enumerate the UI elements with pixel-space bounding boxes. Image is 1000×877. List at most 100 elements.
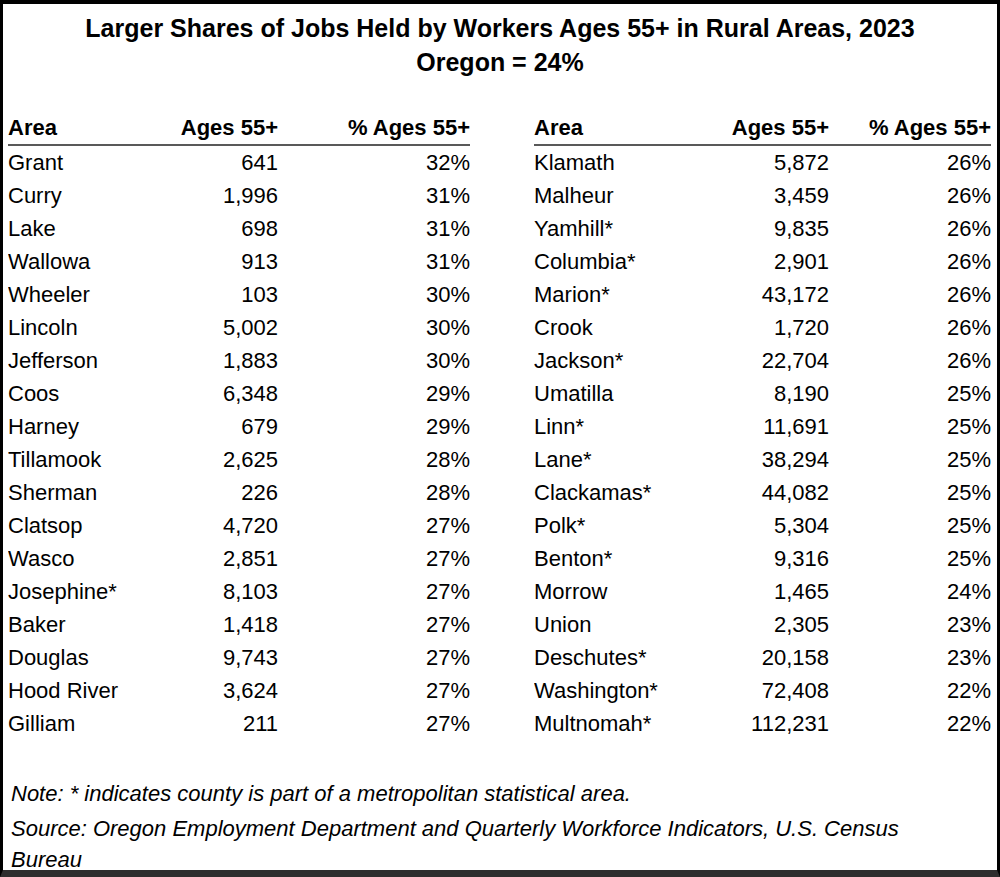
- count-cell: 641: [178, 145, 278, 179]
- table-row: Lane*38,29425%: [534, 443, 991, 476]
- table-row: Jackson*22,70426%: [534, 344, 991, 377]
- area-cell: Wallowa: [8, 245, 178, 278]
- percent-cell: 25%: [829, 542, 991, 575]
- percent-cell: 26%: [829, 179, 991, 212]
- percent-cell: 30%: [278, 278, 470, 311]
- percent-cell: 30%: [278, 344, 470, 377]
- county-table-left: AreaAges 55+% Ages 55+ Grant64132%Curry1…: [8, 115, 470, 740]
- area-cell: Douglas: [8, 641, 178, 674]
- count-cell: 3,624: [178, 674, 278, 707]
- percent-cell: 29%: [278, 410, 470, 443]
- table-row: Clatsop4,72027%: [8, 509, 470, 542]
- table-row: Malheur3,45926%: [534, 179, 991, 212]
- count-cell: 44,082: [704, 476, 829, 509]
- count-cell: 1,996: [178, 179, 278, 212]
- table-row: Lake69831%: [8, 212, 470, 245]
- column-header: Area: [8, 115, 178, 145]
- table-row: Hood River3,62427%: [8, 674, 470, 707]
- figure: Larger Shares of Jobs Held by Workers Ag…: [0, 0, 1000, 877]
- table-row: Lincoln5,00230%: [8, 311, 470, 344]
- column-header: Ages 55+: [704, 115, 829, 145]
- count-cell: 913: [178, 245, 278, 278]
- area-cell: Klamath: [534, 145, 704, 179]
- count-cell: 11,691: [704, 410, 829, 443]
- table-row: Curry1,99631%: [8, 179, 470, 212]
- area-cell: Washington*: [534, 674, 704, 707]
- table-row: Linn*11,69125%: [534, 410, 991, 443]
- count-cell: 72,408: [704, 674, 829, 707]
- area-cell: Tillamook: [8, 443, 178, 476]
- area-cell: Multnomah*: [534, 707, 704, 740]
- area-cell: Jackson*: [534, 344, 704, 377]
- table-row: Wheeler10330%: [8, 278, 470, 311]
- percent-cell: 27%: [278, 608, 470, 641]
- table-row: Washington*72,40822%: [534, 674, 991, 707]
- table-row: Marion*43,17226%: [534, 278, 991, 311]
- area-cell: Crook: [534, 311, 704, 344]
- area-cell: Curry: [8, 179, 178, 212]
- percent-cell: 22%: [829, 674, 991, 707]
- table-row: Tillamook2,62528%: [8, 443, 470, 476]
- percent-cell: 25%: [829, 443, 991, 476]
- percent-cell: 27%: [278, 674, 470, 707]
- table-header-right: AreaAges 55+% Ages 55+: [534, 115, 991, 145]
- table-row: Wasco2,85127%: [8, 542, 470, 575]
- table-row: Jefferson1,88330%: [8, 344, 470, 377]
- count-cell: 6,348: [178, 377, 278, 410]
- table-row: Morrow1,46524%: [534, 575, 991, 608]
- percent-cell: 25%: [829, 476, 991, 509]
- figure-title: Larger Shares of Jobs Held by Workers Ag…: [3, 11, 997, 45]
- area-cell: Hood River: [8, 674, 178, 707]
- percent-cell: 32%: [278, 145, 470, 179]
- percent-cell: 26%: [829, 311, 991, 344]
- footnotes: Note: * indicates county is part of a me…: [3, 778, 997, 875]
- area-cell: Gilliam: [8, 707, 178, 740]
- table-header-left: AreaAges 55+% Ages 55+: [8, 115, 470, 145]
- percent-cell: 25%: [829, 410, 991, 443]
- area-cell: Wasco: [8, 542, 178, 575]
- percent-cell: 26%: [829, 212, 991, 245]
- percent-cell: 27%: [278, 707, 470, 740]
- table-row: Baker1,41827%: [8, 608, 470, 641]
- percent-cell: 24%: [829, 575, 991, 608]
- area-cell: Josephine*: [8, 575, 178, 608]
- percent-cell: 26%: [829, 278, 991, 311]
- area-cell: Polk*: [534, 509, 704, 542]
- percent-cell: 31%: [278, 212, 470, 245]
- percent-cell: 29%: [278, 377, 470, 410]
- count-cell: 679: [178, 410, 278, 443]
- percent-cell: 25%: [829, 377, 991, 410]
- table-row: Polk*5,30425%: [534, 509, 991, 542]
- table-row: Union2,30523%: [534, 608, 991, 641]
- percent-cell: 23%: [829, 641, 991, 674]
- column-header: % Ages 55+: [278, 115, 470, 145]
- count-cell: 5,002: [178, 311, 278, 344]
- count-cell: 22,704: [704, 344, 829, 377]
- percent-cell: 23%: [829, 608, 991, 641]
- tables-region: AreaAges 55+% Ages 55+ Grant64132%Curry1…: [3, 115, 997, 740]
- table-row: Harney67929%: [8, 410, 470, 443]
- count-cell: 1,883: [178, 344, 278, 377]
- count-cell: 698: [178, 212, 278, 245]
- area-cell: Lane*: [534, 443, 704, 476]
- area-cell: Union: [534, 608, 704, 641]
- percent-cell: 27%: [278, 509, 470, 542]
- count-cell: 112,231: [704, 707, 829, 740]
- count-cell: 8,103: [178, 575, 278, 608]
- column-header: Area: [534, 115, 704, 145]
- area-cell: Jefferson: [8, 344, 178, 377]
- header-row: AreaAges 55+% Ages 55+: [8, 115, 470, 145]
- count-cell: 9,835: [704, 212, 829, 245]
- area-cell: Lake: [8, 212, 178, 245]
- area-cell: Wheeler: [8, 278, 178, 311]
- area-cell: Clackamas*: [534, 476, 704, 509]
- area-cell: Sherman: [8, 476, 178, 509]
- header-row: AreaAges 55+% Ages 55+: [534, 115, 991, 145]
- table-row: Deschutes*20,15823%: [534, 641, 991, 674]
- count-cell: 3,459: [704, 179, 829, 212]
- count-cell: 5,872: [704, 145, 829, 179]
- count-cell: 1,720: [704, 311, 829, 344]
- percent-cell: 26%: [829, 344, 991, 377]
- percent-cell: 27%: [278, 575, 470, 608]
- count-cell: 8,190: [704, 377, 829, 410]
